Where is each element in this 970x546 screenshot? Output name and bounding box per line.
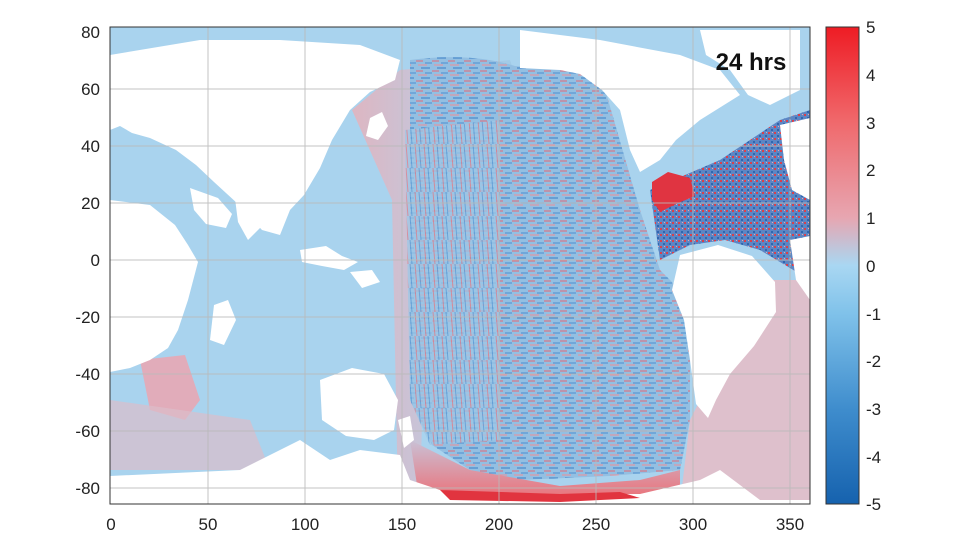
india-landmass xyxy=(232,175,266,240)
time-annotation: 24 hrs xyxy=(716,49,787,76)
pacific-streak-field xyxy=(405,120,500,445)
y-tick-label: -20 xyxy=(75,308,100,327)
indian-ocean-warm xyxy=(140,355,200,420)
colorbar-tick-label: 2 xyxy=(866,161,875,180)
south-indian-tint xyxy=(110,400,270,470)
caribbean-hotspot xyxy=(652,172,695,212)
x-tick-label: 50 xyxy=(199,515,218,534)
y-tick-label: 40 xyxy=(81,137,100,156)
x-tick-label: 350 xyxy=(776,515,804,534)
new-guinea-landmass xyxy=(350,270,380,288)
africa-landmass xyxy=(110,200,198,372)
x-tick-label: 100 xyxy=(291,515,319,534)
grid-lines xyxy=(110,27,810,504)
y-axis: 80 60 40 20 0 -20 -40 -60 -80 xyxy=(75,23,100,498)
y-tick-label: -60 xyxy=(75,422,100,441)
y-tick-label: 60 xyxy=(81,80,100,99)
colorbar-tick-label: 4 xyxy=(866,66,875,85)
colorbar-tick-label: -2 xyxy=(866,352,881,371)
colorbar-tick-label: -1 xyxy=(866,305,881,324)
japan-landmass xyxy=(366,112,388,140)
map-field xyxy=(110,27,810,504)
y-tick-label: 80 xyxy=(81,23,100,42)
pacific-warm-band xyxy=(352,60,520,500)
indonesia-islands xyxy=(300,246,358,270)
x-tick-label: 250 xyxy=(582,515,610,534)
colorbar-tick-label: -4 xyxy=(866,448,881,467)
y-tick-label: -40 xyxy=(75,365,100,384)
y-tick-label: 0 xyxy=(91,251,100,270)
africa-east-landmass xyxy=(790,236,810,300)
colorbar-tick-label: 0 xyxy=(866,257,875,276)
north-america-landmass xyxy=(520,30,740,172)
australia-landmass xyxy=(320,368,398,440)
x-tick-label: 300 xyxy=(679,515,707,534)
plot-frame xyxy=(109,26,811,505)
colorbar: 5 4 3 2 1 0 -1 -2 -3 -4 -5 xyxy=(825,18,881,514)
arabia-landmass xyxy=(190,188,232,228)
x-tick-label: 0 xyxy=(106,515,115,534)
x-tick-label: 200 xyxy=(485,515,513,534)
x-axis: 0 50 100 150 200 250 300 350 xyxy=(106,515,804,534)
atlantic-wavefield xyxy=(650,110,810,280)
colorbar-gradient xyxy=(825,26,860,505)
colorbar-tick-label: 1 xyxy=(866,209,875,228)
x-tick-label: 150 xyxy=(388,515,416,534)
antarctic-red-strip xyxy=(440,490,640,502)
y-tick-label: 20 xyxy=(81,194,100,213)
colorbar-tick-label: -5 xyxy=(866,495,881,514)
south-atlantic-field xyxy=(680,280,810,504)
colorbar-tick-label: 5 xyxy=(866,18,875,37)
europe-west-landmass xyxy=(780,118,810,200)
colorbar-tick-label: 3 xyxy=(866,114,875,133)
y-tick-label: -80 xyxy=(75,479,100,498)
greenland-landmass xyxy=(700,30,800,105)
south-america-landmass xyxy=(672,245,776,418)
colorbar-tick-label: -3 xyxy=(866,400,881,419)
madagascar-landmass xyxy=(210,300,236,345)
